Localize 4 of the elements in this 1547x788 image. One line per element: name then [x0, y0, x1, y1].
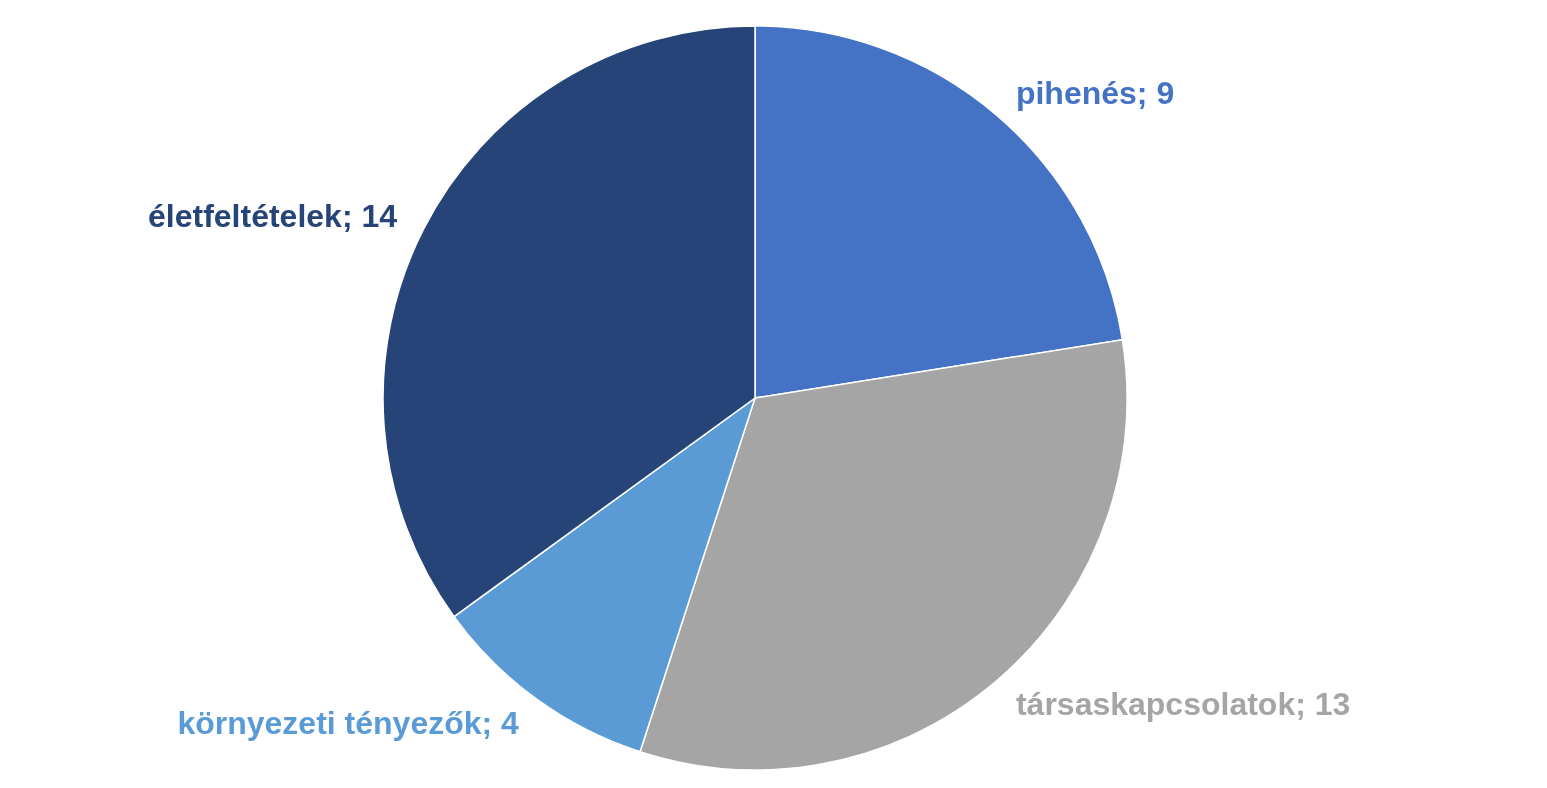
slice-label: környezeti tényezők; 4: [177, 705, 520, 742]
slice-label: társaskapcsolatok; 13: [1015, 685, 1351, 722]
slice-label: életfeltételek; 14: [148, 197, 398, 234]
slice-label: pihenés; 9: [1015, 74, 1175, 111]
